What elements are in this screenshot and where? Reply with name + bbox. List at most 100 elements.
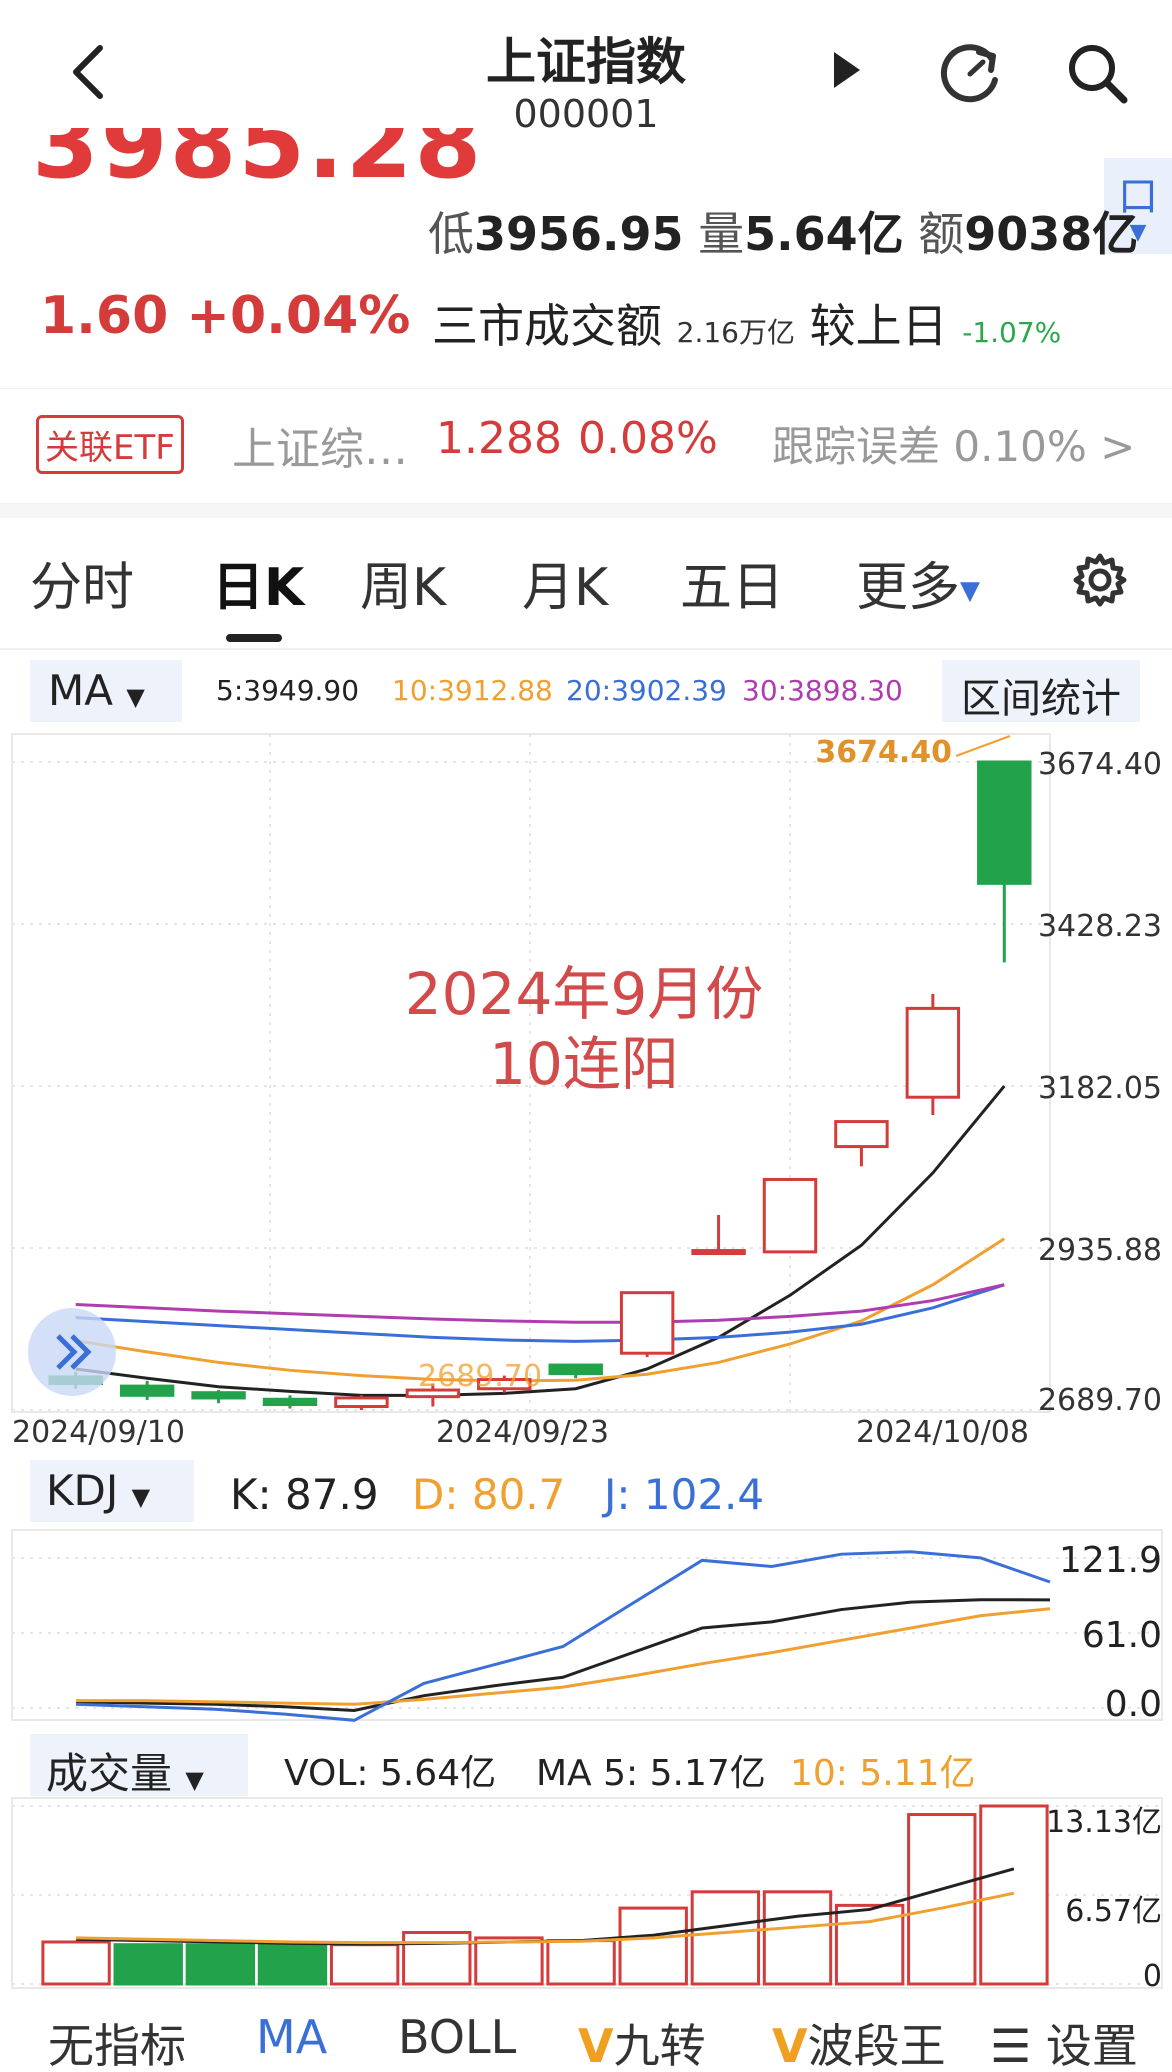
refresh-icon[interactable] xyxy=(935,38,1005,108)
kdj-line xyxy=(76,1607,1051,1706)
tab-boll[interactable]: BOLL xyxy=(398,2010,517,2064)
back-icon[interactable] xyxy=(64,42,112,102)
divider xyxy=(0,648,1172,650)
stock-code: 000001 xyxy=(513,92,659,136)
tab-five-day[interactable]: 五日 xyxy=(680,558,785,618)
tab-monthly-k[interactable]: 月K xyxy=(522,558,609,618)
price-change: 1.60 +0.04% xyxy=(40,286,411,346)
ma-line xyxy=(75,1085,1006,1397)
volume-bar xyxy=(257,1943,328,1986)
etf-badge: 关联ETF xyxy=(36,415,184,474)
kdj-j-label: J: 102.4 xyxy=(604,1470,765,1519)
volume-selector[interactable]: 成交量 ▼ xyxy=(30,1734,248,1798)
volume-bar xyxy=(113,1943,183,1986)
volume-bar xyxy=(546,1939,616,1986)
volume-bar xyxy=(979,1804,1049,1986)
candle-body xyxy=(477,1378,532,1391)
etf-tracking-error: 跟踪误差 0.10% > xyxy=(772,422,1136,471)
tab-jiuzhuan[interactable]: V九转 xyxy=(578,2019,706,2072)
y-tick-label: 0.0 xyxy=(1105,1684,1162,1724)
candlestick-chart[interactable]: 3674.40 3428.23 3182.05 2935.88 2689.70 3674.… xyxy=(0,732,1172,1452)
divider xyxy=(0,504,1172,518)
market-turnover: 三市成交额 2.16万亿 较上日 -1.07% xyxy=(432,299,1062,353)
y-tick-label: 3428.23 xyxy=(1038,909,1162,944)
tab-ma[interactable]: MA xyxy=(256,2010,328,2064)
tab-boduan[interactable]: V波段王 xyxy=(772,2019,946,2072)
kdj-selector[interactable]: KDJ ▼ xyxy=(30,1460,194,1522)
annotation-text: 10连阳 xyxy=(489,1030,679,1098)
etf-price: 1.288 xyxy=(436,413,562,464)
caret-down-icon: ▼ xyxy=(131,1483,151,1511)
candle-body xyxy=(548,1363,603,1376)
volume-bar xyxy=(618,1906,688,1986)
y-tick-label: 3674.40 xyxy=(1038,747,1162,782)
y-tick-label: 0 xyxy=(1143,1959,1162,1992)
vol-label: VOL: 5.64亿 xyxy=(284,1753,497,1794)
caret-down-icon: ▼ xyxy=(1129,220,1147,245)
candle-body xyxy=(691,1249,746,1256)
chevron-right-icon xyxy=(70,1334,92,1370)
play-icon[interactable] xyxy=(832,50,862,90)
kdj-chart: 121.9 61.0 0.0 xyxy=(11,1529,1163,1724)
vol-ma10-label: 10: 5.11亿 xyxy=(790,1753,976,1794)
etf-name: 上证综… xyxy=(232,424,408,475)
volume-bar xyxy=(474,1936,544,1986)
candle-body xyxy=(977,760,1032,885)
range-stats-button[interactable]: 区间统计 xyxy=(942,660,1140,722)
candle-body xyxy=(405,1388,461,1399)
gear-icon[interactable] xyxy=(1072,552,1128,608)
chart-frame xyxy=(11,1529,1163,1721)
ma5-label: 5:3949.90 xyxy=(216,674,360,707)
candle-body xyxy=(334,1396,389,1409)
x-date-label: 2024/10/08 xyxy=(856,1415,1029,1450)
caret-down-icon: ▼ xyxy=(185,1766,204,1794)
tab-no-indicator[interactable]: 无指标 xyxy=(48,2019,186,2072)
y-tick-label: 121.9 xyxy=(1059,1540,1162,1581)
active-tab-indicator xyxy=(226,634,282,642)
tab-intraday[interactable]: 分时 xyxy=(30,558,135,618)
volume-bar xyxy=(41,1940,111,1986)
candle-body xyxy=(119,1384,175,1397)
candle-body xyxy=(834,1120,889,1149)
caret-down-icon: ▼ xyxy=(960,576,981,606)
vol-ma5-label: MA 5: 5.17亿 xyxy=(536,1753,766,1794)
current-price: 3985.28 xyxy=(32,128,484,200)
volume-bar xyxy=(762,1890,833,1986)
candle-body xyxy=(619,1291,675,1355)
candle-body xyxy=(905,1006,961,1099)
kdj-line xyxy=(75,1550,1051,1722)
expand-icon[interactable] xyxy=(28,1308,116,1396)
y-tick-label: 2689.70 xyxy=(1038,1383,1162,1418)
y-tick-label: 2935.88 xyxy=(1038,1233,1162,1268)
min-price-label: 2689.70 xyxy=(418,1359,542,1394)
search-icon[interactable] xyxy=(1062,38,1132,108)
volume-bar xyxy=(402,1930,472,1986)
candle-body xyxy=(762,1177,818,1254)
y-tick-label: 6.57亿 xyxy=(1065,1894,1162,1929)
related-etf-row[interactable]: 关联ETF 上证综… 1.288 0.08% 跟踪误差 0.10% > xyxy=(0,388,1172,504)
y-tick-label: 61.0 xyxy=(1082,1615,1162,1656)
page-title: 上证指数 xyxy=(486,33,686,91)
y-tick-label: 3182.05 xyxy=(1038,1071,1162,1106)
max-price-pointer xyxy=(955,735,1011,757)
volume-bar xyxy=(329,1943,400,1986)
tab-weekly-k[interactable]: 周K xyxy=(360,558,447,618)
tab-daily-k[interactable]: 日K xyxy=(212,558,305,618)
kdj-k-label: K: 87.9 xyxy=(230,1470,379,1519)
candle-body xyxy=(262,1397,318,1407)
volume-bar xyxy=(690,1890,761,1986)
tab-more[interactable]: 更多▼ xyxy=(856,558,981,618)
ma30-label: 30:3898.30 xyxy=(742,674,903,707)
menu-icon: ☰ xyxy=(990,2019,1032,2072)
tab-settings[interactable]: ☰ 设置 xyxy=(990,2019,1138,2072)
kdj-line xyxy=(75,1598,1051,1712)
volume-bar xyxy=(907,1813,977,1986)
annotation-text: 2024年9月份 xyxy=(405,960,764,1028)
ma-selector[interactable]: MA ▼ xyxy=(30,660,182,722)
side-panel-tab[interactable]: 口 ▼ xyxy=(1104,158,1172,254)
volume-chart: 13.13亿 6.57亿 0 xyxy=(11,1797,1163,1992)
quote-stats: 低3956.95 量5.64亿 额9038亿 xyxy=(428,207,1139,261)
candle-body xyxy=(191,1391,246,1400)
volume-ma-line xyxy=(76,1891,1015,1945)
volume-bar xyxy=(185,1943,256,1986)
